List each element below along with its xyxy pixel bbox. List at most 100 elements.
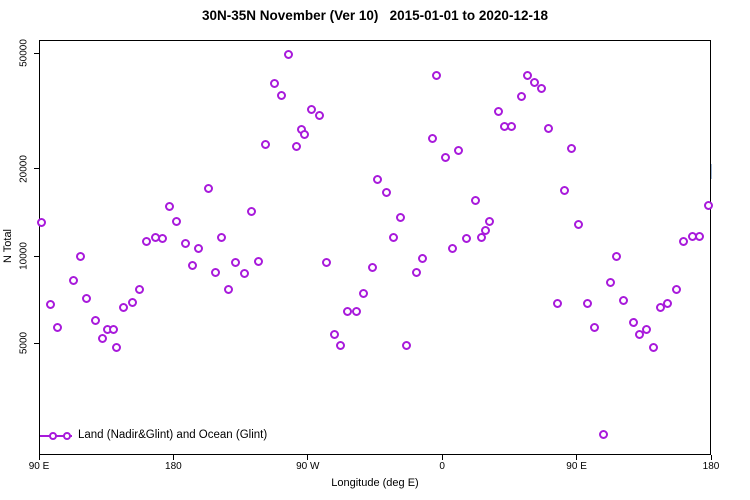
data-point	[411, 268, 421, 278]
data-point	[432, 71, 442, 81]
data-point	[336, 341, 346, 351]
data-point	[253, 256, 263, 266]
data-point	[276, 90, 286, 100]
data-point	[224, 285, 234, 295]
data-point	[358, 288, 368, 298]
data-point	[628, 317, 638, 327]
x-axis-tick	[172, 455, 174, 460]
data-point	[194, 244, 204, 254]
data-point	[634, 329, 644, 339]
data-point	[269, 79, 279, 89]
data-point	[351, 306, 361, 316]
legend-label: Land (Nadir&Glint) and Ocean (Glint)	[78, 429, 268, 441]
x-axis-tick	[38, 455, 40, 460]
data-point	[560, 186, 570, 196]
data-point	[481, 226, 491, 236]
x-axis-title: Longitude (deg E)	[331, 477, 419, 489]
data-point	[367, 263, 377, 273]
data-point	[427, 133, 437, 143]
data-point	[606, 277, 616, 287]
data-point	[516, 91, 526, 101]
data-point	[418, 254, 428, 264]
data-point	[402, 340, 412, 350]
data-point	[574, 220, 584, 230]
data-point	[544, 123, 554, 133]
data-point	[284, 49, 294, 59]
data-point	[82, 294, 92, 304]
data-point	[695, 231, 705, 241]
legend-marker-icon	[49, 432, 57, 440]
data-point	[476, 232, 486, 242]
data-point	[553, 298, 563, 308]
data-point	[454, 145, 464, 155]
chart-title: 30N-35N November (Ver 10) 2015-01-01 to …	[202, 8, 548, 23]
data-point	[217, 232, 227, 242]
data-point	[471, 196, 481, 206]
y-axis-tick	[34, 255, 39, 257]
x-axis-tick-label: 90 W	[296, 461, 320, 472]
plot-area-border	[39, 40, 711, 455]
data-point	[142, 237, 152, 247]
x-axis-tick-label: 90 E	[566, 461, 587, 472]
data-point	[181, 239, 191, 249]
data-point	[112, 342, 122, 352]
y-axis-tick-label: 5000	[18, 332, 30, 355]
data-point	[165, 202, 175, 212]
y-axis-tick-label: 10000	[18, 242, 30, 270]
data-point	[210, 268, 220, 278]
data-point	[672, 284, 682, 294]
data-point	[187, 261, 197, 271]
data-point	[567, 144, 577, 154]
data-point	[37, 218, 47, 228]
data-point	[583, 298, 593, 308]
data-point	[679, 237, 689, 247]
data-point	[507, 122, 517, 132]
data-point	[381, 187, 391, 197]
y-axis-tick	[34, 52, 39, 54]
x-axis-tick-label: 0	[439, 461, 445, 472]
data-point	[68, 276, 78, 286]
x-axis-tick	[710, 455, 712, 460]
data-point	[291, 141, 301, 151]
data-point	[441, 153, 451, 163]
data-point	[46, 299, 56, 309]
y-axis-tick-label: 20000	[18, 154, 30, 183]
data-point	[703, 201, 713, 211]
legend-marker-icon	[63, 432, 71, 440]
data-point	[529, 77, 539, 87]
data-point	[172, 217, 182, 227]
x-axis-tick-label: 180	[165, 461, 182, 472]
x-axis-tick	[576, 455, 578, 460]
data-point	[203, 183, 213, 193]
data-point	[612, 251, 622, 261]
data-point	[493, 107, 503, 117]
x-axis-tick	[307, 455, 309, 460]
data-point	[97, 333, 107, 343]
y-axis-title: N Total	[2, 228, 14, 264]
data-point	[261, 140, 271, 150]
data-point	[90, 316, 100, 326]
data-point	[307, 104, 317, 114]
data-point	[649, 343, 659, 353]
y-axis-tick	[34, 342, 39, 344]
x-axis-tick	[441, 455, 443, 460]
data-point	[663, 298, 673, 308]
data-point	[373, 175, 383, 185]
data-point	[158, 233, 168, 243]
data-point	[247, 207, 257, 217]
data-point	[231, 258, 241, 268]
data-point	[448, 244, 458, 254]
data-point	[119, 302, 129, 312]
data-point	[590, 323, 600, 333]
data-point	[314, 110, 324, 120]
data-point	[656, 303, 666, 313]
data-point	[321, 258, 331, 268]
data-point	[135, 284, 145, 294]
data-point	[642, 324, 652, 334]
data-point	[329, 329, 339, 339]
data-point	[619, 295, 629, 305]
data-point	[537, 83, 547, 93]
data-point	[239, 269, 249, 279]
data-point	[462, 233, 472, 243]
